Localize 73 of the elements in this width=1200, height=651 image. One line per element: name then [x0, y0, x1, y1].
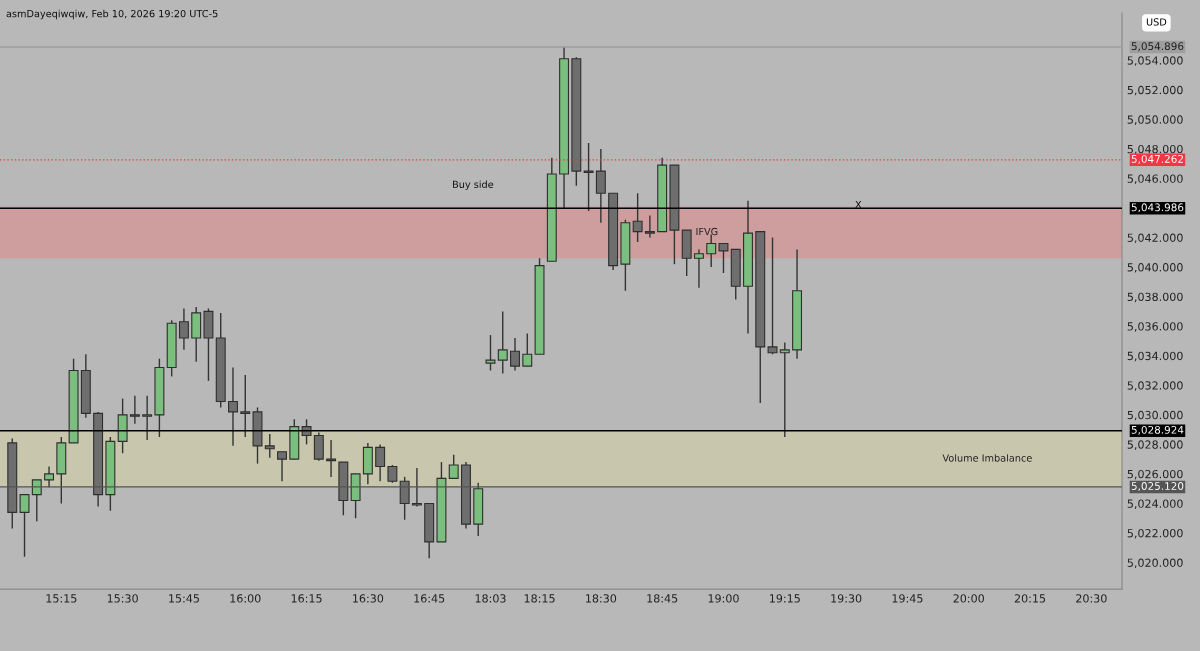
x-tick-label: 19:30: [831, 594, 862, 603]
candlestick: [767, 236, 778, 355]
x-tick-label: 15:15: [46, 594, 77, 603]
x-tick-label: 18:30: [586, 594, 617, 603]
annotation: X: [855, 200, 862, 209]
y-tick-label: 5,022.000: [1127, 528, 1183, 539]
ref-line-label: 5,047.262: [1131, 154, 1183, 164]
x-tick-label: 15:45: [169, 594, 199, 603]
x-tick-label: 20:15: [1014, 594, 1046, 603]
candlestick: [375, 443, 386, 483]
candlestick: [595, 148, 606, 224]
ref-line-label: 5,025.120: [1131, 482, 1184, 492]
y-tick-label: 5,052.000: [1127, 85, 1183, 96]
y-tick-label: 5,032.000: [1127, 381, 1183, 391]
candlestick: [19, 493, 30, 558]
candlestick: [264, 433, 275, 459]
candlestick: [522, 332, 533, 367]
x-tick-label: 15:30: [107, 594, 138, 603]
candlestick: [448, 454, 459, 480]
candlestick: [411, 467, 422, 508]
x-tick-label: 20:00: [953, 594, 984, 603]
y-tick-label: 5,030.000: [1127, 410, 1183, 421]
candlestick: [44, 465, 55, 488]
y-tick-label: 5,034.000: [1127, 351, 1183, 362]
x-tick-label: 18:15: [524, 594, 555, 603]
annotation: Buy side: [453, 180, 494, 190]
candlestick: [178, 307, 189, 351]
band-label: Volume Imbalance: [942, 454, 1032, 462]
candlestick: [142, 394, 153, 441]
candlestick: [399, 476, 410, 521]
y-tick-label: 5,036.000: [1127, 322, 1183, 332]
x-tick-label: 16:45: [414, 594, 445, 603]
y-tick-label: 5,024.000: [1127, 499, 1183, 509]
x-tick-label: 19:00: [708, 594, 739, 603]
candlestick: [228, 366, 238, 447]
candlestick: [510, 337, 520, 372]
x-tick-label: 19:15: [770, 594, 800, 603]
ref-line-label: 5,054.896: [1131, 42, 1184, 52]
y-tick-label: 5,042.000: [1127, 233, 1183, 244]
text: USD: [1146, 18, 1167, 26]
candlestick: [301, 418, 312, 446]
ref-line-label: 5,043.986: [1131, 203, 1184, 213]
y-tick-label: 5,028.000: [1127, 440, 1183, 450]
candlestick: [644, 214, 655, 239]
candlestick: [129, 394, 140, 425]
candlestick: [497, 310, 508, 375]
candlestick: [277, 451, 288, 483]
x-tick-label: 16:30: [353, 594, 384, 603]
x-tick-label: 18:03: [475, 594, 506, 603]
y-tick-label: 5,046.000: [1127, 174, 1183, 184]
y-tick-label: 5,040.000: [1127, 263, 1183, 273]
y-tick-label: 5,048.000: [1127, 144, 1183, 155]
x-tick-label: 18:45: [647, 594, 678, 603]
candlestick: [240, 374, 251, 438]
chart-title: asmDayeqiwqiw, Feb 10, 2026 19:20 UTC-5: [6, 9, 218, 20]
y-tick-label: 5,054.000: [1127, 56, 1183, 66]
y-tick-label: 5,038.000: [1127, 292, 1183, 303]
ref-line-label: 5,028.924: [1131, 425, 1184, 435]
candlestick: [693, 248, 704, 289]
x-tick-label: 16:15: [291, 594, 322, 603]
candlestick: [485, 334, 496, 372]
y-tick-label: 5,050.000: [1127, 115, 1183, 125]
x-tick-label: 16:00: [230, 594, 261, 603]
y-tick-label: 5,026.000: [1127, 469, 1183, 480]
x-tick-label: 19:45: [892, 594, 923, 603]
candlestick: [583, 142, 594, 212]
x-tick-label: 20:30: [1076, 594, 1107, 603]
candlestick: [779, 341, 790, 438]
band-label: IFVG: [696, 227, 718, 236]
candlestick: [718, 242, 729, 274]
candlestick: [632, 192, 643, 243]
candlestick: [313, 431, 324, 462]
y-tick-label: 5,020.000: [1127, 558, 1183, 569]
